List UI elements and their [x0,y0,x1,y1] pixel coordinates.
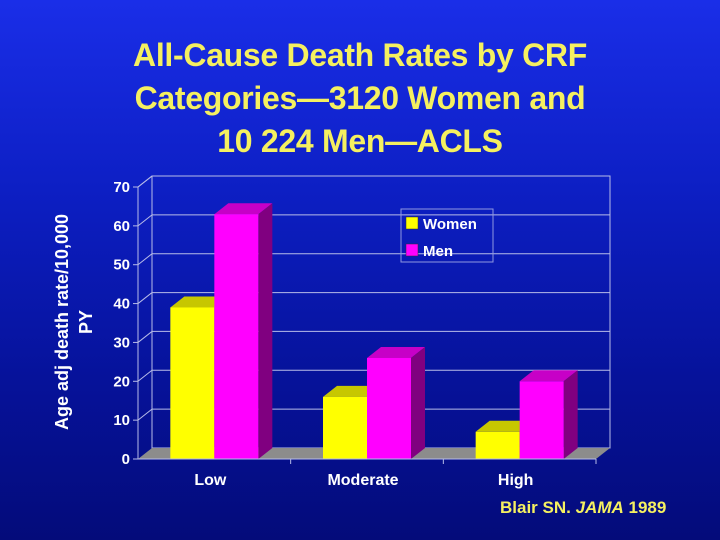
bar-low-men [214,203,273,459]
bar-front [367,357,411,459]
bar-front [323,396,367,459]
gridline-side [137,369,153,382]
y-tick-label: 30 [113,334,130,351]
bar-front [214,214,259,459]
citation-year: 1989 [628,498,667,517]
bar-side [563,370,578,459]
bar-top [519,370,578,382]
bar-top [367,346,425,358]
y-tick-label: 60 [113,218,130,235]
legend-label-men: Men [423,243,453,260]
title-line-2: Categories—3120 Women and [134,80,586,116]
x-tick-labels: Low Moderate High [194,472,533,489]
y-axis-label-line-1: Age adj death rate/10,000 [52,214,72,430]
bar-side [258,203,273,459]
bar-top [475,420,534,432]
y-tick-label: 0 [122,451,130,468]
gridline-side [137,408,153,421]
gridline-side [137,253,153,266]
gridline-side [137,292,153,304]
bar-top [170,296,229,308]
y-tick-label: 40 [113,296,130,313]
bar-front [170,307,215,459]
title-line-3: 10 224 Men—ACLS [217,123,503,159]
bar-side [411,346,425,459]
bar-moderate-men [367,346,425,459]
slide-title: All-Cause Death Rates by CRF Categories—… [0,34,720,163]
gridline-side [137,175,153,188]
bar-front [475,431,520,459]
bar-top [214,203,273,215]
y-axis-label: Age adj death rate/10,000 PY [52,214,96,430]
x-tick-label: High [498,472,534,489]
legend-label-women: Women [423,216,477,233]
bar-top [323,385,381,397]
bar-high-men [519,370,578,459]
citation-journal: JAMA [575,498,624,517]
y-tick-label: 70 [113,179,130,196]
y-tick-label: 20 [113,373,130,390]
y-axis-label-line-2: PY [76,310,96,334]
y-tick-labels: 0 10 20 30 40 50 60 70 [113,179,130,468]
legend-swatch-men [405,243,419,257]
legend: Women Men [400,208,494,263]
gridline-side [137,214,153,227]
bar-moderate-women [323,385,381,459]
bars [170,203,578,459]
x-tick-label: Moderate [327,472,398,489]
legend-swatch-women [405,216,419,230]
x-tick-label: Low [194,472,227,489]
y-tick-label: 10 [113,412,130,429]
y-tick-label: 50 [113,257,130,274]
citation-author: Blair SN. [500,498,571,517]
bar-front [519,381,564,459]
legend-box [400,208,494,263]
citation: Blair SN. JAMA 1989 [500,498,666,518]
title-line-1: All-Cause Death Rates by CRF [133,37,587,73]
axes [133,186,597,464]
gridline-side [137,331,153,343]
